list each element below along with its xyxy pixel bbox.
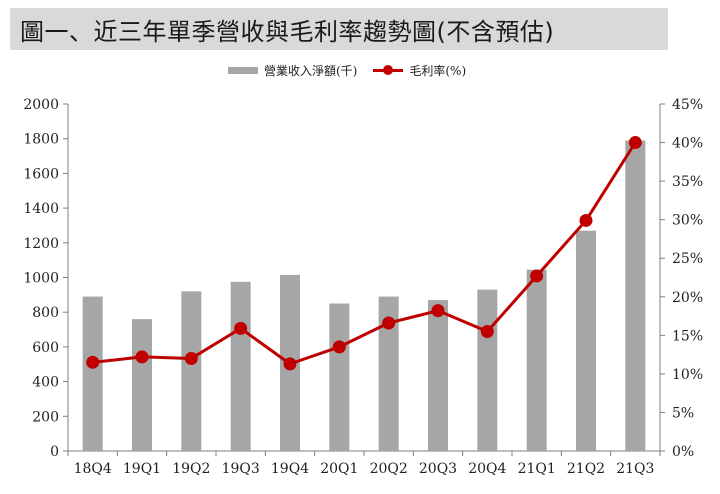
y-left-tick-label: 1000 [23, 271, 59, 287]
x-tick-label: 19Q2 [172, 461, 210, 477]
chart-legend: 營業收入淨額(千) 毛利率(%) [228, 60, 482, 80]
x-tick-label: 21Q1 [518, 461, 556, 477]
revenue-bar [132, 319, 152, 451]
y-right-tick-label: 10% [672, 367, 703, 383]
chart-title: 圖一、近三年單季營收與毛利率趨勢圖(不含預估) [20, 17, 555, 46]
revenue-bar [230, 281, 251, 451]
x-tick-label: 19Q1 [123, 461, 161, 477]
legend-bar-swatch [228, 66, 258, 74]
y-right-tick-label: 5% [672, 405, 694, 421]
y-left-tick-label: 1400 [23, 201, 59, 217]
revenue-bar [526, 269, 547, 451]
gross-margin-point [332, 340, 346, 354]
gross-margin-point [283, 357, 297, 371]
revenue-bar [378, 296, 399, 451]
gross-margin-line [92, 141, 637, 366]
x-tick-label: 20Q2 [370, 461, 408, 477]
y-left-tick-label: 200 [32, 409, 59, 425]
gross-margin-point [234, 321, 248, 335]
revenue-bar [82, 296, 103, 451]
gross-margin-point [382, 316, 396, 330]
y-right-tick-label: 45% [672, 97, 703, 113]
x-tick-label: 20Q3 [419, 461, 457, 477]
legend-line-swatch [373, 64, 404, 75]
y-right-tick-label: 30% [672, 213, 703, 229]
legend-label-margin: 毛利率(%) [409, 63, 467, 78]
revenue-bar [576, 230, 596, 451]
y-right-tick-label: 20% [672, 290, 703, 306]
gross-margin-point [184, 351, 198, 365]
legend-item-revenue: 營業收入淨額(千) [228, 62, 357, 79]
y-left-tick-label: 0 [50, 444, 59, 460]
y-right-tick-label: 0% [672, 444, 694, 460]
legend-label-revenue: 營業收入淨額(千) [264, 63, 358, 78]
gross-margin-point [530, 269, 544, 283]
y-right-tick-label: 25% [672, 251, 703, 267]
revenue-bar [625, 140, 646, 451]
chart-title-bar: 圖一、近三年單季營收與毛利率趨勢圖(不含預估) [10, 8, 668, 50]
y-left-tick-label: 1200 [23, 236, 59, 252]
y-left-tick-label: 2000 [23, 97, 59, 113]
gross-margin-point [431, 304, 445, 318]
revenue-bar [181, 291, 202, 451]
gross-margin-point [86, 355, 100, 369]
gross-margin-point [628, 136, 642, 150]
revenue-bar [329, 303, 350, 451]
y-left-tick-label: 1600 [23, 166, 59, 182]
y-right-tick-label: 35% [672, 174, 703, 190]
y-left-tick-label: 800 [32, 305, 59, 321]
revenue-bar [477, 289, 498, 451]
x-tick-label: 21Q2 [567, 461, 605, 477]
y-left-tick-label: 400 [32, 375, 59, 391]
x-tick-label: 21Q3 [616, 461, 654, 477]
revenue-bar [428, 300, 448, 451]
y-right-tick-label: 15% [672, 328, 703, 344]
x-tick-label: 18Q4 [74, 461, 112, 477]
x-tick-label: 19Q4 [271, 461, 309, 477]
y-left-tick-label: 1800 [23, 132, 59, 148]
y-right-tick-label: 40% [672, 136, 703, 152]
gross-margin-point [480, 324, 494, 338]
x-tick-label: 20Q1 [320, 461, 358, 477]
legend-item-margin: 毛利率(%) [373, 62, 466, 79]
y-left-tick-label: 600 [32, 340, 59, 356]
x-tick-label: 20Q4 [468, 461, 506, 477]
x-tick-label: 19Q3 [222, 461, 260, 477]
gross-margin-point [135, 350, 149, 364]
gross-margin-point [579, 213, 593, 227]
